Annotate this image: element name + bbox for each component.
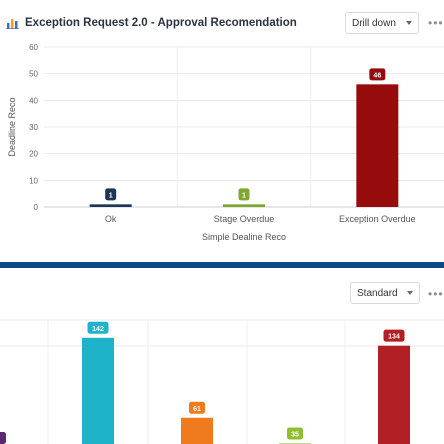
data-label-1-bg: [238, 188, 250, 201]
section-divider: [0, 262, 444, 268]
view-dropdown-label: Standard: [357, 287, 398, 299]
bar-chart-standard: 142 61 35 134: [0, 319, 444, 444]
data-label-1-bg: [189, 401, 205, 414]
y-axis-title: Deadline Reco: [7, 97, 17, 156]
bar-chart-approval: 0 10 20 30 40 50 60 1 Ok 1 Stage Overdue 46 Exceptio…: [7, 43, 444, 242]
chart-panel-standard: Standard ••• 142 61 35 134: [0, 268, 444, 444]
y-tick-label-2: 20: [29, 150, 38, 159]
bar-2: [356, 84, 399, 207]
clipped-data-label-bg: [0, 432, 6, 444]
data-label-2-bg: [369, 68, 386, 81]
y-tick-label-0: 0: [34, 203, 39, 212]
bar-0: [82, 337, 114, 444]
data-label-0: 1: [109, 192, 113, 199]
data-label-0: 142: [92, 326, 104, 333]
data-label-0-bg: [87, 321, 109, 334]
bar-1: [223, 204, 265, 207]
x-tick-label-2: Exception Overdue: [339, 214, 416, 224]
y-tick-label-6: 60: [29, 43, 38, 52]
more-horizontal-icon[interactable]: •••: [428, 16, 444, 30]
drill-down-label: Drill down: [352, 17, 396, 29]
data-label-2: 35: [291, 431, 299, 438]
x-axis-title: Simple Dealine Reco: [202, 232, 286, 242]
x-tick-label-0: Ok: [105, 214, 117, 224]
chevron-down-icon: [406, 21, 412, 25]
data-label-2-bg: [287, 427, 303, 440]
y-tick-label-4: 40: [29, 96, 38, 105]
view-dropdown[interactable]: Standard: [350, 282, 420, 304]
bar-0: [89, 204, 132, 207]
more-horizontal-icon[interactable]: •••: [428, 287, 444, 301]
y-tick-label-5: 50: [29, 70, 38, 79]
panel-header: Exception Request 2.0 - Approval Recomen…: [6, 13, 297, 33]
drill-down-dropdown[interactable]: Drill down: [345, 12, 419, 34]
data-label-1: 1: [242, 192, 246, 199]
data-label-2: 46: [373, 72, 381, 79]
x-tick-label-1: Stage Overdue: [214, 214, 275, 224]
bar-1: [181, 417, 213, 444]
data-label-0-bg: [105, 188, 117, 201]
chevron-down-icon: [407, 291, 413, 295]
bar-chart-icon: [6, 19, 19, 29]
data-label-1: 61: [193, 406, 201, 413]
data-label-3: 134: [388, 334, 400, 341]
chart-panel-approval: Exception Request 2.0 - Approval Recomen…: [6, 12, 444, 242]
y-tick-label-3: 30: [29, 123, 38, 132]
bar-3: [378, 345, 410, 444]
chart-title: Exception Request 2.0 - Approval Recomen…: [25, 17, 297, 29]
data-label-3-bg: [383, 329, 405, 342]
y-tick-label-1: 10: [29, 176, 38, 185]
